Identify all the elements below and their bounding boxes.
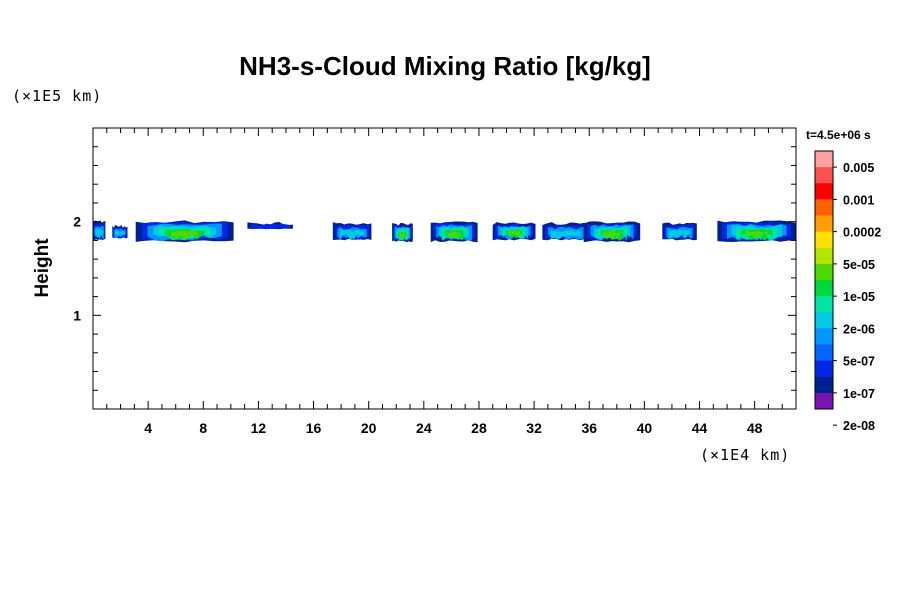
y-tick-labels: 12: [73, 214, 81, 324]
cloud-field: [93, 220, 796, 243]
cloud-contour-fill: [250, 223, 291, 229]
cloud-blob: [583, 221, 641, 243]
x-tick-label: 48: [747, 420, 763, 436]
cloud-contour-fill: [339, 229, 365, 240]
cloud-contour-fill: [745, 230, 768, 240]
colorbar-swatch: [815, 215, 833, 232]
cloud-contour-fill: [668, 229, 691, 239]
y-tick-label: 1: [73, 307, 81, 323]
x-tick-label: 40: [637, 420, 653, 436]
x-axis-unit: (×1E4 km): [700, 446, 790, 464]
cloud-contour-fill: [550, 229, 581, 240]
colorbar-label: 1e-05: [843, 290, 875, 304]
colorbar: 0.005 0.001 0.0002 5e-05 1e-05 2e-06 5e-07 1e-0…: [814, 150, 881, 433]
colorbar-swatch: [815, 392, 833, 410]
cloud-contour-fill: [447, 230, 461, 240]
colorbar-label: 2e-06: [843, 322, 875, 336]
cloud-contour-fill: [399, 231, 406, 241]
x-tick-label: 44: [692, 420, 708, 436]
y-axis-label: Height: [32, 238, 53, 298]
colorbar-swatch: [815, 360, 833, 378]
cloud-contour-fill: [604, 230, 620, 240]
plot-background: [93, 128, 796, 409]
cloud-contour-fill: [171, 230, 199, 240]
colorbar-swatch: [815, 199, 833, 216]
cloud-blob: [717, 220, 796, 242]
x-tick-label: 24: [416, 420, 432, 436]
cloud-blob: [93, 220, 106, 241]
y-axis-unit: (×1E5 km): [12, 87, 102, 105]
x-tick-label: 16: [306, 420, 322, 436]
y-tick-label: 2: [73, 214, 81, 230]
x-tick-label: 12: [251, 420, 267, 436]
chart-title: NH3-s-Cloud Mixing Ratio [kg/kg]: [239, 51, 651, 81]
colorbar-swatch: [815, 167, 833, 184]
colorbar-swatch: [815, 296, 833, 313]
colorbar-swatch: [815, 280, 833, 297]
cloud-blob: [332, 222, 372, 241]
colorbar-label: 5e-07: [843, 355, 875, 369]
colorbar-frame: [814, 150, 834, 410]
cloud-blob: [542, 222, 590, 241]
colorbar-label: 0.0002: [843, 226, 881, 240]
x-tick-label: 20: [361, 420, 377, 436]
plot-area: [92, 127, 797, 410]
colorbar-swatch: [815, 183, 833, 200]
colorbar-label: 0.005: [843, 161, 874, 175]
colorbar-swatch: [815, 231, 833, 249]
plot-frame: [92, 127, 797, 410]
colorbar-swatch: [815, 344, 833, 361]
x-tick-labels: 4 8 12 16 20 24 28 32 36 40 44 48: [144, 420, 762, 436]
colorbar-label: 1e-07: [843, 387, 875, 401]
cloud-blob: [112, 224, 128, 239]
colorbar-swatch: [815, 328, 833, 345]
cloud-contour-fill: [508, 230, 521, 239]
colorbar-swatch: [815, 151, 833, 168]
x-tick-label: 36: [581, 420, 597, 436]
cloud-blob: [135, 220, 234, 243]
x-tick-label: 28: [471, 420, 487, 436]
x-tick-label: 8: [199, 420, 207, 436]
cloud-blob: [247, 222, 293, 230]
axis-ticks: [93, 128, 796, 409]
cloud-blob: [430, 221, 478, 243]
x-tick-label: 32: [526, 420, 542, 436]
colorbar-swatch: [815, 312, 833, 329]
cloud-contour-fill: [95, 228, 104, 240]
colorbar-swatch: [815, 247, 833, 265]
cloud-blob: [492, 222, 536, 241]
colorbar-label: 2e-08: [843, 419, 875, 433]
cloud-blob: [392, 223, 413, 243]
colorbar-label: 0.001: [843, 193, 874, 207]
colorbar-label: 5e-05: [843, 258, 875, 272]
cloud-contour-fill: [115, 230, 125, 236]
colorbar-swatch: [815, 376, 833, 394]
colorbar-swatch: [815, 263, 833, 281]
x-tick-label: 4: [144, 420, 152, 436]
cloud-blob: [662, 222, 697, 241]
time-label: t=4.5e+06 s: [806, 128, 871, 142]
